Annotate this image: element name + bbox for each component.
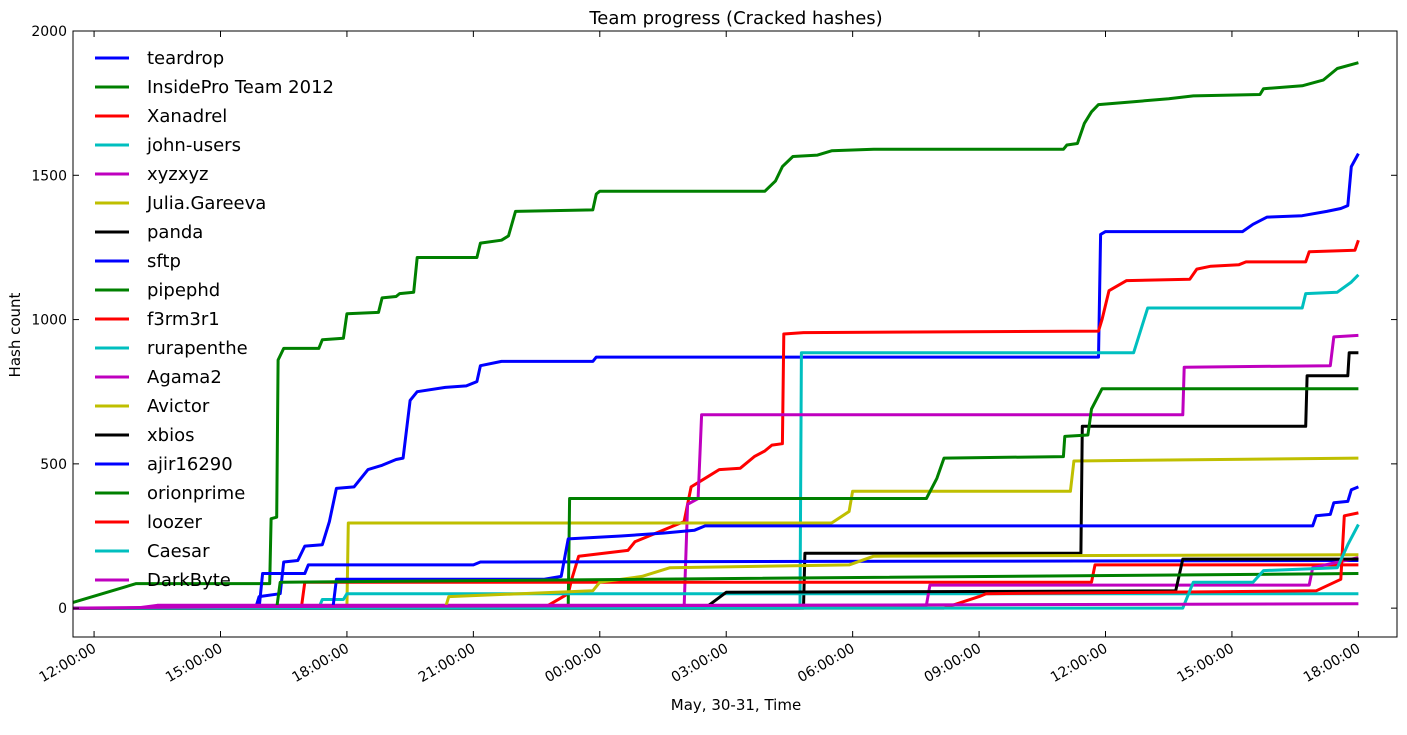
chart-title: Team progress (Cracked hashes): [588, 8, 882, 29]
legend-label-0: teardrop: [147, 48, 224, 69]
legend-label-10: rurapenthe: [147, 338, 248, 359]
x-axis-label: May, 30-31, Time: [671, 696, 801, 714]
legend-label-8: pipephd: [147, 280, 220, 301]
series-layer: [72, 61, 1360, 610]
legend-label-14: ajir16290: [147, 454, 233, 475]
series-line-7: [73, 559, 1359, 610]
legend-label-4: xyzxyz: [147, 164, 209, 185]
legend: teardrop InsidePro Team 2012 Xanadrel john-…: [95, 48, 334, 591]
legend-label-13: xbios: [147, 425, 194, 446]
series-line-1: [72, 61, 1359, 604]
legend-label-5: Julia.Gareeva: [146, 193, 266, 214]
plot-frame: [72, 30, 1398, 638]
series-line-18: [72, 602, 1359, 610]
series-line-0: [73, 152, 1360, 610]
legend-label-15: orionprime: [147, 483, 245, 504]
y-axis-label: Hash count: [6, 292, 24, 377]
y-tick-label-4: 2000: [31, 24, 67, 40]
legend-label-7: sftp: [147, 251, 181, 272]
legend-label-18: DarkByte: [147, 570, 231, 591]
y-tick-label-3: 1500: [31, 168, 67, 184]
legend-label-11: Agama2: [147, 367, 222, 388]
legend-label-12: Avictor: [147, 396, 210, 417]
series-line-2: [73, 239, 1360, 610]
series-line-8: [73, 387, 1359, 610]
y-tick-label-0: 0: [58, 601, 67, 617]
legend-label-9: f3rm3r1: [147, 309, 220, 330]
legend-label-17: Caesar: [147, 541, 210, 562]
legend-label-2: Xanadrel: [147, 106, 227, 127]
y-tick-label-1: 500: [40, 457, 67, 473]
legend-label-6: panda: [147, 222, 203, 243]
legend-label-1: InsidePro Team 2012: [147, 77, 334, 98]
y-tick-label-2: 1000: [31, 313, 67, 329]
series-line-4: [73, 333, 1359, 610]
legend-label-16: loozer: [147, 512, 203, 533]
legend-label-3: john-users: [146, 135, 241, 156]
series-line-3: [73, 273, 1360, 610]
